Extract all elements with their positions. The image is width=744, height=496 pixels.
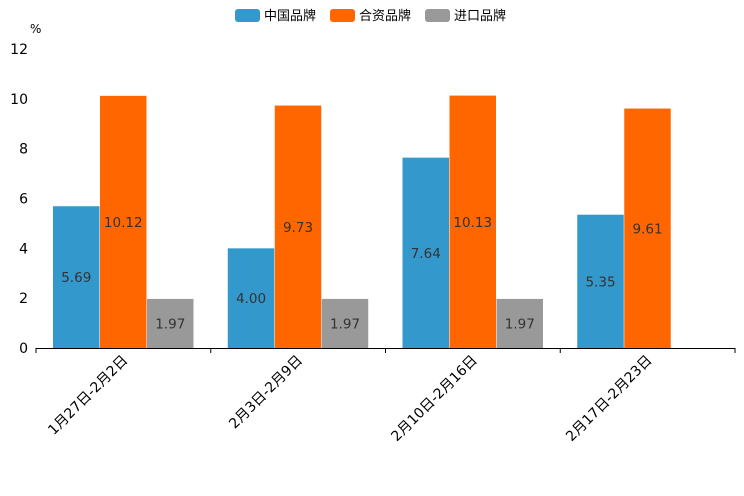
bar xyxy=(274,105,322,348)
y-axis-ticks: 0 2 4 6 8 10 12 xyxy=(10,42,28,357)
legend-swatch xyxy=(425,9,450,22)
bar xyxy=(321,298,369,348)
legend-label: 合资品牌 xyxy=(359,8,411,24)
data-labels: 5.69 4.00 7.64 5.35 10.12 9.73 10.13 9.61 1.97 1.… xyxy=(61,215,662,333)
y-tick-label: 2 xyxy=(19,291,28,307)
legend-item[interactable]: 中国品牌 xyxy=(235,8,316,24)
bar xyxy=(402,157,449,348)
data-label: 9.73 xyxy=(283,220,313,236)
data-label: 1.97 xyxy=(155,316,185,332)
x-tick-label: 2月17日-2月23日 xyxy=(563,353,655,445)
legend-swatch xyxy=(235,9,260,22)
data-label: 7.64 xyxy=(411,246,441,262)
bar xyxy=(53,206,100,348)
y-tick-label: 10 xyxy=(10,92,28,108)
bars xyxy=(53,95,671,349)
bar xyxy=(449,95,496,348)
data-label: 4.00 xyxy=(236,291,266,307)
x-axis-ticks: 1月27日-2月2日 2月3日-2月9日 2月10日-2月16日 2月17日-2月23… xyxy=(35,348,736,445)
data-label: 1.97 xyxy=(505,316,535,332)
data-label: 10.12 xyxy=(104,215,143,231)
bar xyxy=(577,214,624,348)
y-tick-label: 12 xyxy=(10,42,28,58)
bar xyxy=(147,298,194,348)
legend-swatch xyxy=(330,9,355,22)
y-tick-label: 0 xyxy=(19,341,28,357)
y-axis-label: % xyxy=(30,22,41,36)
legend-item[interactable]: 进口品牌 xyxy=(425,8,506,24)
bar xyxy=(624,108,671,348)
x-tick-label: 2月3日-2月9日 xyxy=(226,353,306,433)
data-label: 5.35 xyxy=(585,274,615,290)
data-label: 10.13 xyxy=(453,215,492,231)
data-label: 5.69 xyxy=(61,270,91,286)
x-tick-label: 1月27日-2月2日 xyxy=(45,353,131,439)
legend-item[interactable]: 合资品牌 xyxy=(330,8,411,24)
y-tick-label: 6 xyxy=(19,192,28,208)
legend-label: 进口品牌 xyxy=(454,8,506,24)
x-tick-label: 2月10日-2月16日 xyxy=(388,353,480,445)
data-label: 1.97 xyxy=(330,316,360,332)
data-label: 9.61 xyxy=(632,221,662,237)
bar xyxy=(100,95,147,349)
legend: 中国品牌 合资品牌 进口品牌 xyxy=(235,8,506,24)
bar xyxy=(496,298,543,348)
y-tick-label: 8 xyxy=(19,142,28,158)
y-tick-label: 4 xyxy=(19,241,28,257)
legend-label: 中国品牌 xyxy=(264,8,316,24)
bar xyxy=(227,248,275,348)
